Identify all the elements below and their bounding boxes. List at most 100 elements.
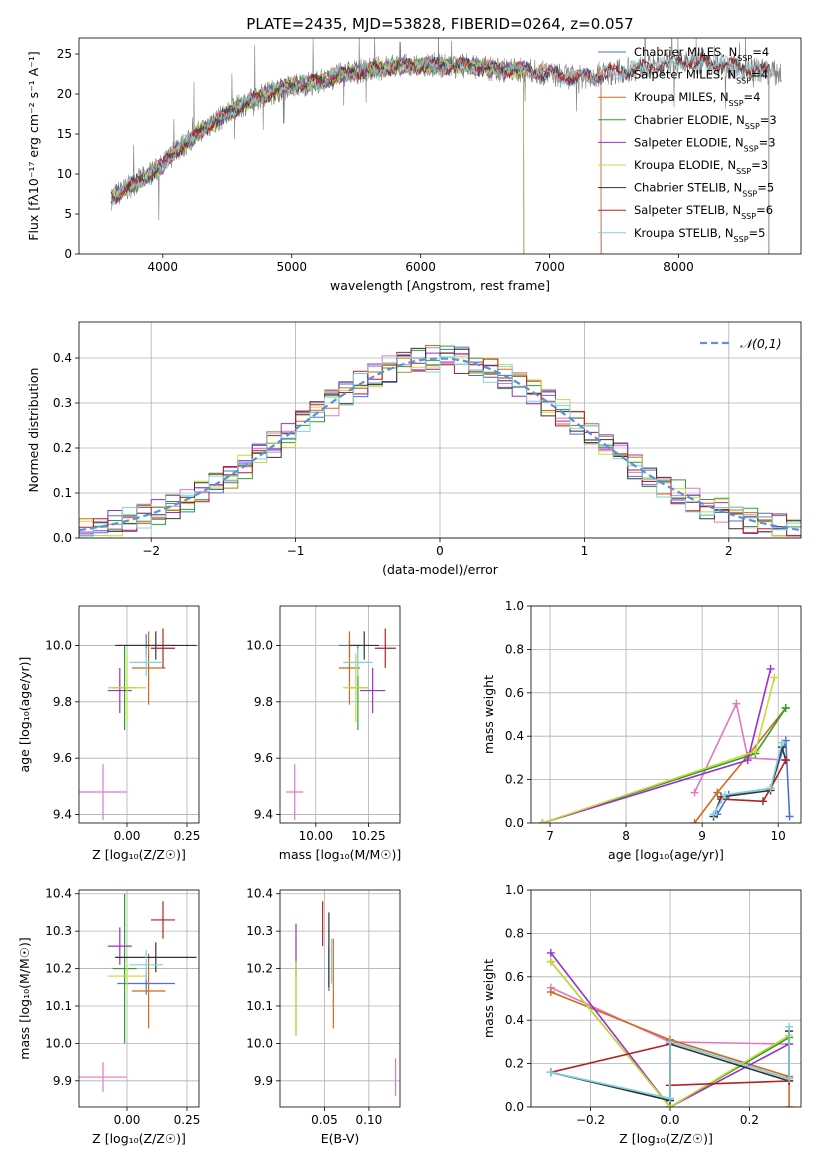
data-point [546, 987, 555, 996]
weight-line-salpeter-stelib [721, 759, 787, 803]
data-point [665, 1094, 674, 1103]
x-tick-label: 10.00 [299, 829, 333, 843]
legend-label: Kroupa STELIB, NSSP=5 [634, 226, 765, 244]
x-tick-label: 0.25 [174, 829, 201, 843]
y-tick-label: 5 [64, 207, 72, 221]
data-point [766, 784, 775, 793]
x-axis-label: E(B-V) [321, 1131, 360, 1146]
axes-frame [78, 37, 802, 255]
weight-line-kroupa-miles [550, 991, 790, 1107]
y-tick-label: 1.0 [505, 883, 524, 897]
x-tick-label: −1 [287, 544, 305, 558]
y-tick-label: 0.4 [53, 351, 72, 365]
x-axis-label: Z [log₁₀(Z/Z☉)] [92, 847, 186, 862]
y-tick-label: 10.2 [45, 962, 72, 976]
plot-area [286, 628, 396, 821]
x-axis-label: (data-model)/error [382, 562, 499, 577]
x-tick-label: 0.25 [174, 1113, 201, 1127]
panel-age-vs-Z: 0.00 0.25 9.4 9.6 9.8 10.0 Z [log₁₀(Z/Z☉)] age … [17, 605, 201, 862]
y-tick-label: 9.8 [53, 695, 72, 709]
x-tick-label: 0.0 [660, 1113, 679, 1127]
y-tick-label: 0.4 [505, 1013, 524, 1027]
y-tick-label: 20 [57, 87, 72, 101]
legend-label: Kroupa ELODIE, NSSP=3 [634, 158, 768, 176]
y-tick-label: 0.6 [505, 686, 524, 700]
y-tick-label: 0.3 [53, 396, 72, 410]
y-axis-label: mass weight [481, 959, 496, 1038]
model-spectrum-salpeter-stelib [110, 52, 770, 254]
axes-frame [279, 605, 401, 824]
data-point [709, 810, 718, 819]
y-tick-label: 10.3 [246, 924, 273, 938]
x-tick-label: 9 [698, 829, 706, 843]
y-tick-label: 0.0 [505, 1100, 524, 1114]
x-tick-label: 0.00 [114, 829, 141, 843]
y-tick-label: 9.9 [254, 1074, 273, 1088]
y-tick-label: 1.0 [505, 599, 524, 613]
y-tick-label: 0.6 [505, 970, 524, 984]
y-tick-label: 10.0 [246, 1036, 273, 1050]
panel-spectrum: 4000 5000 6000 7000 8000 0 5 10 15 20 25 wavelength… [26, 37, 802, 293]
legend-label: Salpeter STELIB, NSSP=6 [634, 203, 773, 221]
y-tick-label: 0.1 [53, 486, 72, 500]
panel-residuals: −2 −1 0 1 2 0.0 0.1 0.2 0.3 0.4 (data-model)/error… [26, 321, 802, 577]
y-tick-label: 9.8 [254, 695, 273, 709]
x-tick-label: 6000 [405, 260, 436, 274]
x-tick-label: 7 [546, 829, 554, 843]
y-axis-label: mass [log₁₀(M/M☉)] [17, 937, 32, 1059]
data-point [743, 756, 752, 765]
y-tick-label: 9.4 [53, 808, 72, 822]
panel-age-vs-mass: 10.00 10.25 9.4 9.6 9.8 10.0 mass [log₁₀(M/M☉)… [246, 605, 401, 862]
data-point [785, 1074, 794, 1083]
x-tick-label: 8000 [663, 260, 694, 274]
data-point [713, 788, 722, 797]
y-tick-label: 0.2 [53, 441, 72, 455]
data-point [690, 819, 699, 823]
x-tick-label: 4000 [148, 260, 179, 274]
legend-label: Kroupa MILES, NSSP=4 [634, 90, 760, 108]
y-axis-label: mass weight [481, 675, 496, 754]
data-point [781, 756, 790, 765]
y-tick-label: 0.8 [505, 926, 524, 940]
data-point [690, 788, 699, 797]
weight-line-chabrier-elodie [542, 707, 787, 823]
weight-line-kroupa-miles [693, 707, 787, 823]
legend-label: Chabrier MILES, NSSP=4 [634, 45, 769, 63]
plot-area [79, 345, 801, 538]
plot-area [295, 901, 397, 1096]
data-point [785, 1103, 794, 1107]
x-axis-label: wavelength [Angstrom, rest frame] [330, 278, 550, 293]
y-tick-label: 0.4 [505, 729, 524, 743]
x-tick-label: 2 [725, 544, 733, 558]
weight-line-salpeter-elodie [550, 952, 790, 1107]
plot-area [79, 893, 197, 1093]
data-point [546, 1068, 555, 1077]
y-tick-label: 0.0 [53, 531, 72, 545]
plot-area [538, 664, 794, 823]
data-point [546, 948, 555, 957]
normal-curve [79, 357, 801, 532]
y-tick-label: 10.0 [45, 638, 72, 652]
axes-frame [530, 889, 802, 1108]
data-point [538, 819, 547, 823]
model-spectrum-kroupa-stelib [110, 52, 770, 254]
data-point [785, 1022, 794, 1031]
y-tick-label: 0 [64, 247, 72, 261]
data-point [732, 699, 741, 708]
x-tick-label: 0.05 [311, 1113, 338, 1127]
y-axis-label: Flux [fλ10⁻¹⁷ erg cm⁻² s⁻¹ A⁻¹] [26, 51, 41, 240]
axes-frame [530, 605, 802, 824]
x-tick-label: 8 [622, 829, 630, 843]
y-tick-label: 0.2 [505, 773, 524, 787]
legend-label: Chabrier STELIB, NSSP=5 [634, 181, 774, 199]
y-tick-label: 10.2 [246, 962, 273, 976]
y-tick-label: 10.1 [246, 999, 273, 1013]
x-tick-label: 10.25 [351, 829, 385, 843]
residual-histogram-kroupa-stelib [79, 353, 801, 538]
x-tick-label: 7000 [534, 260, 565, 274]
data-point [766, 664, 775, 673]
panel-weight-vs-Z: −0.2 0.0 0.2 0.0 0.2 0.4 0.6 0.8 1.0 Z [log₁₀(Z/Z… [481, 883, 802, 1146]
y-tick-label: 25 [57, 47, 72, 61]
data-point [751, 747, 760, 756]
y-axis-label: Normed distribution [26, 368, 41, 493]
